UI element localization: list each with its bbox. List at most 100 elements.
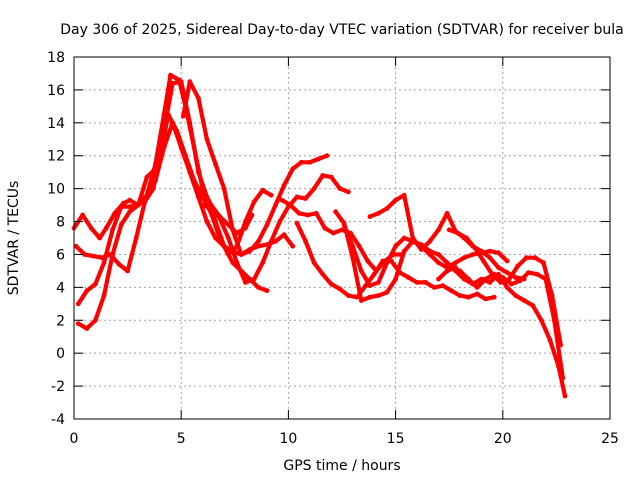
data-point: [208, 206, 214, 211]
data-point: [82, 252, 88, 257]
data-point: [221, 186, 227, 192]
data-point: [226, 235, 231, 241]
y-tick-label: 8: [56, 215, 65, 231]
x-tick-label: 10: [279, 431, 297, 447]
data-point: [393, 243, 398, 249]
data-point: [521, 298, 527, 303]
data-point: [303, 238, 308, 244]
data-point: [500, 275, 506, 280]
data-point: [196, 194, 201, 200]
data-point: [230, 260, 236, 266]
data-point: [311, 186, 317, 192]
x-tick-label: 20: [494, 431, 512, 447]
data-point: [313, 210, 319, 216]
data-point: [487, 280, 493, 285]
y-tick-label: -4: [51, 412, 65, 428]
data-point: [333, 209, 338, 215]
data-point: [339, 227, 345, 233]
data-point: [234, 260, 240, 266]
data-point: [354, 294, 360, 300]
data-point: [371, 271, 377, 277]
data-point: [491, 294, 497, 300]
data-point: [534, 271, 540, 277]
data-point: [444, 268, 450, 274]
data-point: [331, 230, 336, 236]
data-point: [427, 252, 433, 257]
data-point: [260, 260, 266, 266]
data-point: [118, 222, 124, 228]
data-point: [470, 252, 476, 257]
data-point: [161, 145, 167, 150]
data-point: [532, 255, 538, 261]
data-point: [487, 255, 493, 261]
data-point: [481, 258, 486, 264]
data-point: [187, 120, 193, 126]
data-point: [444, 260, 450, 266]
data-point: [88, 225, 94, 231]
data-point: [539, 317, 544, 323]
data-point: [268, 238, 274, 244]
data-point: [541, 260, 546, 266]
data-point: [80, 212, 85, 218]
y-tick-label: 14: [47, 116, 65, 132]
data-point: [256, 285, 261, 290]
data-point: [464, 235, 469, 241]
data-point: [161, 128, 167, 134]
data-point: [496, 265, 501, 270]
data-point: [213, 219, 218, 224]
data-point: [431, 285, 437, 290]
data-point: [341, 222, 347, 228]
data-point: [322, 225, 328, 231]
data-point: [101, 293, 107, 298]
data-point: [418, 247, 424, 252]
data-point: [273, 238, 278, 244]
data-point: [101, 260, 107, 266]
data-point: [268, 192, 274, 198]
data-point: [251, 276, 257, 282]
data-point: [298, 159, 304, 165]
data-point: [384, 289, 390, 295]
data-point: [307, 159, 313, 165]
data-point: [346, 189, 351, 195]
data-point: [251, 199, 257, 205]
data-point: [498, 280, 504, 285]
data-point: [367, 283, 373, 289]
x-tick-labels: 0 5 10 15 20 25: [70, 431, 619, 447]
y-tick-label: -2: [51, 379, 65, 395]
y-tick-label: 16: [47, 83, 65, 99]
data-point: [551, 317, 557, 323]
data-point: [127, 197, 133, 203]
data-point: [178, 145, 184, 150]
data-point: [427, 238, 433, 244]
data-point: [103, 225, 109, 231]
data-point: [436, 276, 441, 282]
data-point: [466, 276, 471, 282]
data-point: [118, 204, 124, 210]
x-tick-label: 5: [177, 431, 186, 447]
data-point: [170, 80, 176, 86]
data-point: [436, 252, 441, 257]
data-point: [73, 243, 79, 249]
data-point: [444, 210, 450, 216]
y-tick-label: 12: [47, 149, 65, 165]
data-point: [281, 182, 287, 188]
data-point: [328, 281, 334, 287]
data-point: [380, 258, 386, 264]
data-point: [264, 288, 270, 294]
data-point: [436, 227, 441, 233]
data-point: [504, 285, 510, 290]
x-tick-label: 15: [387, 431, 405, 447]
data-point: [305, 212, 311, 218]
data-point: [112, 210, 118, 216]
chart-title: Day 306 of 2025, Sidereal Day-to-day VTE…: [60, 22, 623, 38]
data-point: [116, 261, 122, 267]
series-line-5: [181, 79, 330, 257]
data-point: [457, 293, 463, 298]
y-tick-label: 18: [47, 50, 65, 66]
data-point: [213, 161, 218, 167]
data-point: [125, 268, 130, 274]
data-point: [562, 393, 568, 399]
series-line-4: [76, 120, 295, 331]
data-point: [273, 202, 278, 208]
